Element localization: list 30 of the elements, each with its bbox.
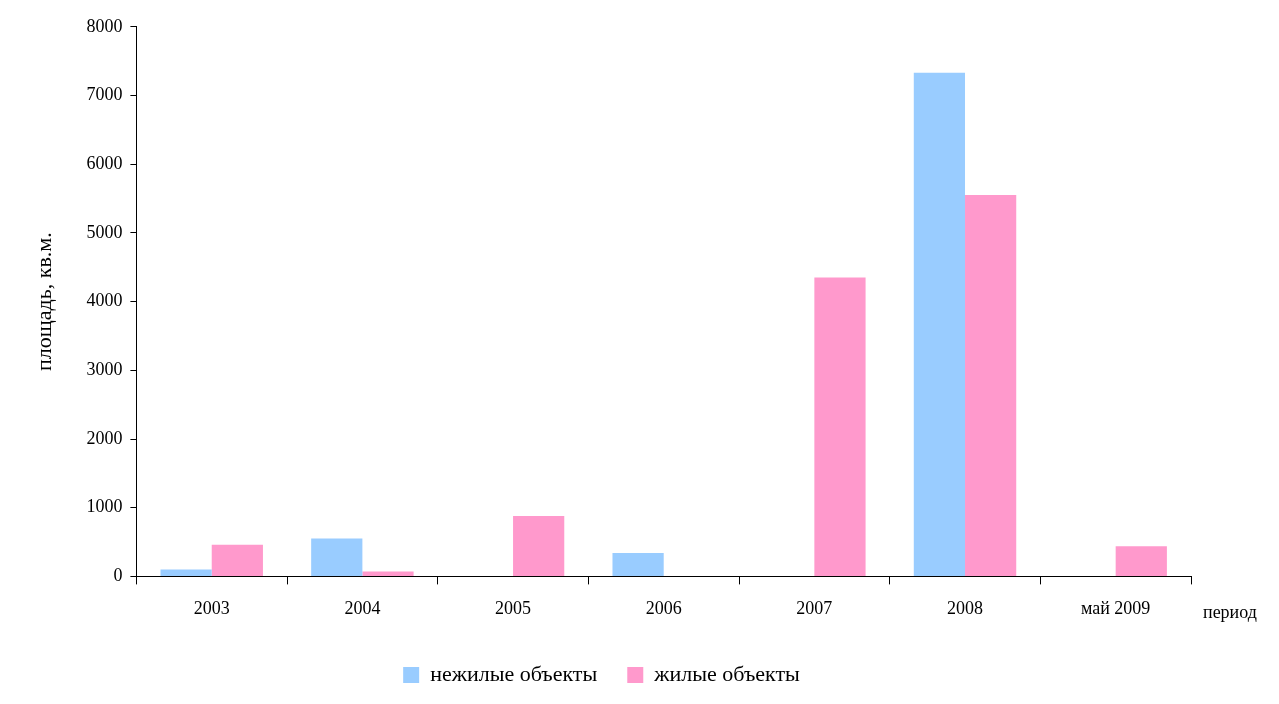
y-tick-label: 2000	[86, 427, 123, 448]
legend-label: жилые объекты	[653, 660, 801, 686]
x-tick-label: 2006	[645, 597, 682, 618]
y-tick-label: 1000	[86, 496, 123, 517]
y-tick-label: 0	[113, 565, 123, 586]
x-tick-label: 2007	[796, 597, 833, 618]
bar	[913, 72, 966, 576]
bar	[311, 538, 363, 576]
y-tick-label: 3000	[86, 359, 123, 380]
y-tick-label: 5000	[86, 221, 123, 242]
bar	[965, 195, 1017, 576]
bar	[362, 571, 414, 576]
bar	[612, 553, 664, 576]
bar	[814, 277, 866, 576]
y-tick-label: 7000	[86, 84, 123, 105]
bar	[513, 515, 565, 576]
bar	[1115, 546, 1167, 576]
x-tick-label: 2004	[344, 597, 381, 618]
y-tick-label: 6000	[86, 152, 123, 173]
x-tick-label: май 2009	[1080, 597, 1151, 618]
y-tick-label: 8000	[86, 15, 123, 36]
y-axis-title: площадь, кв.м.	[30, 232, 56, 371]
y-tick-label: 4000	[86, 290, 123, 311]
x-tick-label: 2003	[193, 597, 230, 618]
x-axis-title: период	[1203, 602, 1257, 623]
bar	[211, 544, 263, 576]
x-tick-label: 2008	[947, 597, 984, 618]
x-tick-label: 2005	[495, 597, 532, 618]
legend-label: нежилые объекты	[430, 660, 598, 686]
bar	[160, 569, 212, 576]
